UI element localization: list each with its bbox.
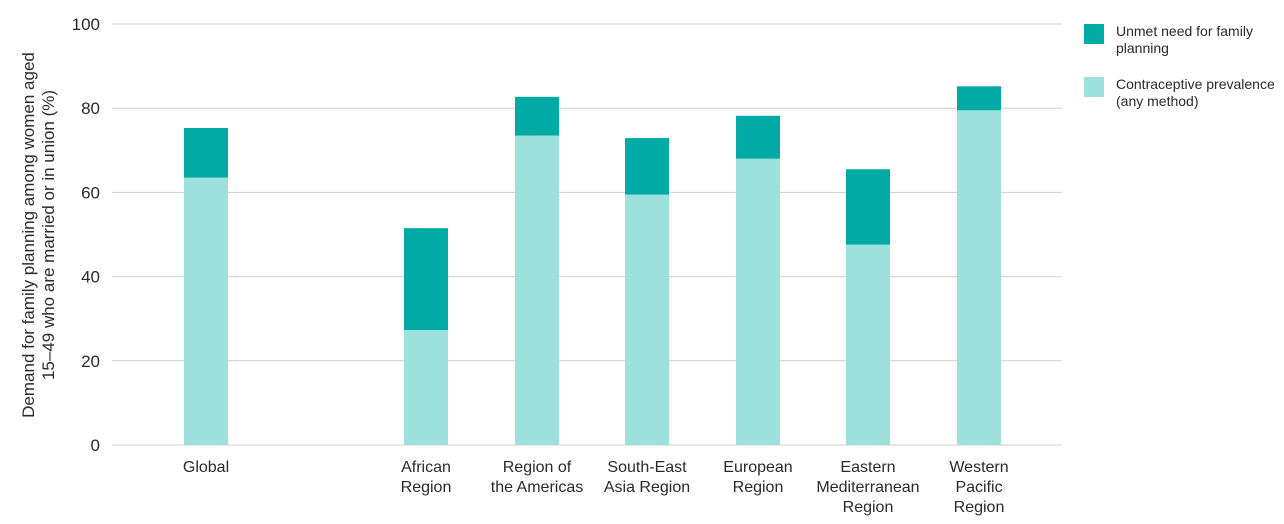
bar-contraceptive-prevalence	[625, 194, 669, 445]
legend-swatch	[1084, 24, 1104, 44]
category-label-line: Region	[954, 499, 1005, 516]
y-tick-label: 60	[81, 183, 100, 202]
legend-swatch	[1084, 77, 1104, 97]
y-tick-labels: 0 20 40 60 80 100	[72, 15, 100, 455]
y-axis-title: Demand for family planning among women a…	[19, 52, 58, 418]
category-label: Region of the Americas	[491, 459, 583, 496]
category-label-line: Region	[733, 479, 784, 496]
y-axis-title-line: Demand for family planning among women a…	[19, 52, 38, 418]
bars	[184, 86, 1001, 446]
category-labels: Global African Region Region of the Americas…	[183, 459, 1009, 516]
bar-unmet-need	[184, 127, 228, 178]
category-label-line: Region	[843, 499, 894, 516]
category-label: European Region	[723, 459, 792, 496]
legend-label: Contraceptive prevalence (any method)	[1116, 76, 1275, 109]
bar-unmet-need	[404, 228, 448, 331]
category-label: Eastern Mediterranean Region	[816, 459, 919, 516]
bar-contraceptive-prevalence	[846, 244, 890, 445]
category-label-line: Eastern	[840, 459, 895, 476]
bar-contraceptive-prevalence	[404, 330, 448, 445]
bar-unmet-need	[736, 115, 780, 159]
y-tick-label: 20	[81, 352, 100, 371]
bar-unmet-need	[625, 138, 669, 195]
svg-text:Demand for family planning amo: Demand for family planning among women a…	[19, 52, 58, 418]
category-label-line: Region of	[503, 459, 572, 476]
bar-contraceptive-prevalence	[736, 158, 780, 445]
y-tick-label: 40	[81, 268, 100, 287]
category-label-line: Western	[949, 459, 1008, 476]
category-label: South-East Asia Region	[604, 459, 690, 496]
category-label-line: Region	[401, 479, 452, 496]
category-label-line: the Americas	[491, 479, 583, 496]
bar-contraceptive-prevalence	[515, 135, 559, 445]
category-label-line: African	[401, 459, 451, 476]
category-label-line: Pacific	[955, 479, 1002, 496]
legend: Unmet need for family planning Contracepti…	[1084, 23, 1275, 109]
category-label: Western Pacific Region	[949, 459, 1008, 516]
y-axis-title-line: 15–49 who are married or in union (%)	[39, 90, 58, 380]
category-label-line: Global	[183, 459, 229, 476]
y-tick-label: 0	[91, 436, 100, 455]
gridlines	[112, 23, 1062, 446]
category-label-line: Asia Region	[604, 479, 690, 496]
legend-label-line: planning	[1116, 40, 1169, 56]
legend-label-line: Contraceptive prevalence	[1116, 76, 1275, 92]
bar-contraceptive-prevalence	[184, 177, 228, 446]
bar-unmet-need	[957, 86, 1001, 111]
category-label: Global	[183, 459, 229, 476]
y-tick-label: 100	[72, 15, 100, 34]
category-label-line: Mediterranean	[816, 479, 919, 496]
bar-unmet-need	[846, 169, 890, 245]
bar-contraceptive-prevalence	[957, 110, 1001, 446]
category-label-line: European	[723, 459, 792, 476]
category-label: African Region	[401, 459, 452, 496]
legend-label: Unmet need for family planning	[1116, 23, 1253, 56]
legend-label-line: (any method)	[1116, 93, 1198, 109]
y-tick-label: 80	[81, 99, 100, 118]
category-label-line: South-East	[607, 459, 687, 476]
bar-unmet-need	[515, 96, 559, 136]
legend-label-line: Unmet need for family	[1116, 23, 1253, 39]
